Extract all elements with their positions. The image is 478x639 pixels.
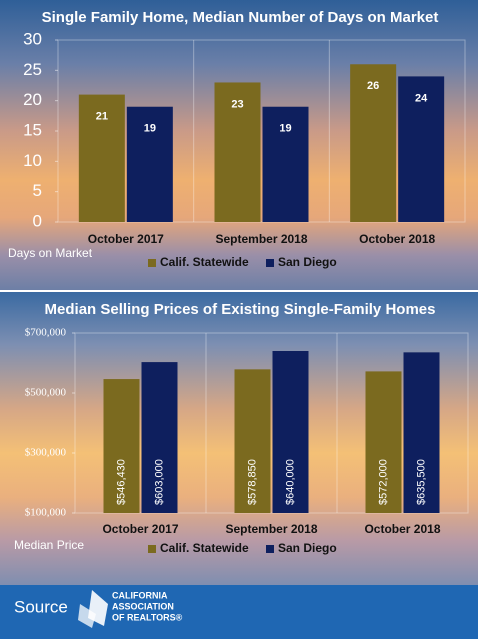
bar <box>78 94 125 222</box>
y-tick-label: $700,000 <box>25 327 67 339</box>
axis-title: Median Price <box>14 538 84 552</box>
y-tick-label: 25 <box>23 60 42 79</box>
y-tick-label: 30 <box>23 29 42 48</box>
legend-label: San Diego <box>278 541 337 555</box>
data-label: $635,500 <box>415 459 427 505</box>
legend-swatch <box>266 259 274 267</box>
y-tick-label: 15 <box>23 120 42 139</box>
y-tick-label: 0 <box>33 211 42 230</box>
legend-label: San Diego <box>278 255 337 269</box>
y-tick-label: 20 <box>23 90 42 109</box>
data-label: 26 <box>367 80 379 92</box>
logo <box>78 590 108 628</box>
y-tick-label: $100,000 <box>25 507 67 519</box>
data-label: $603,000 <box>153 459 165 505</box>
data-label: 19 <box>144 123 156 135</box>
axis-title: Days on Market <box>8 246 93 260</box>
x-tick-label: October 2018 <box>359 232 435 246</box>
data-label: $578,850 <box>246 459 258 505</box>
separator <box>0 290 478 292</box>
legend-swatch <box>148 259 156 267</box>
legend-label: Calif. Statewide <box>160 541 249 555</box>
logo-line: OF REALTORS® <box>112 612 183 622</box>
source-label: Source <box>14 597 68 616</box>
bar <box>398 76 445 223</box>
x-tick-label: October 2017 <box>102 522 178 536</box>
bar <box>103 379 140 513</box>
data-label: 21 <box>96 111 108 123</box>
y-tick-label: $500,000 <box>25 387 67 399</box>
data-label: 23 <box>231 98 243 110</box>
x-tick-label: September 2018 <box>225 522 317 536</box>
y-tick-label: 5 <box>33 181 42 200</box>
data-label: $640,000 <box>284 459 296 505</box>
data-label: 24 <box>415 92 428 104</box>
bar <box>126 106 173 222</box>
y-tick-label: 10 <box>23 151 42 170</box>
bar <box>234 369 271 513</box>
data-label: 19 <box>279 123 291 135</box>
x-tick-label: September 2018 <box>215 232 307 246</box>
bar <box>262 106 309 222</box>
legend-label: Calif. Statewide <box>160 255 249 269</box>
x-tick-label: October 2018 <box>364 522 440 536</box>
legend-swatch <box>148 545 156 553</box>
bar <box>272 351 309 513</box>
legend-swatch <box>266 545 274 553</box>
plot-frame <box>74 332 469 514</box>
x-tick-label: October 2017 <box>88 232 164 246</box>
bar <box>403 352 440 513</box>
bar <box>365 371 402 513</box>
data-label: $572,000 <box>377 459 389 505</box>
logo-line: CALIFORNIA <box>112 590 168 600</box>
chart-title: Single Family Home, Median Number of Day… <box>42 9 439 26</box>
chart-title: Median Selling Prices of Existing Single… <box>45 301 436 318</box>
bar <box>141 362 178 513</box>
data-label: $546,430 <box>115 459 127 505</box>
y-tick-label: $300,000 <box>25 447 67 459</box>
bar <box>350 64 397 223</box>
logo-line: ASSOCIATION <box>112 601 174 611</box>
bar <box>214 82 261 222</box>
